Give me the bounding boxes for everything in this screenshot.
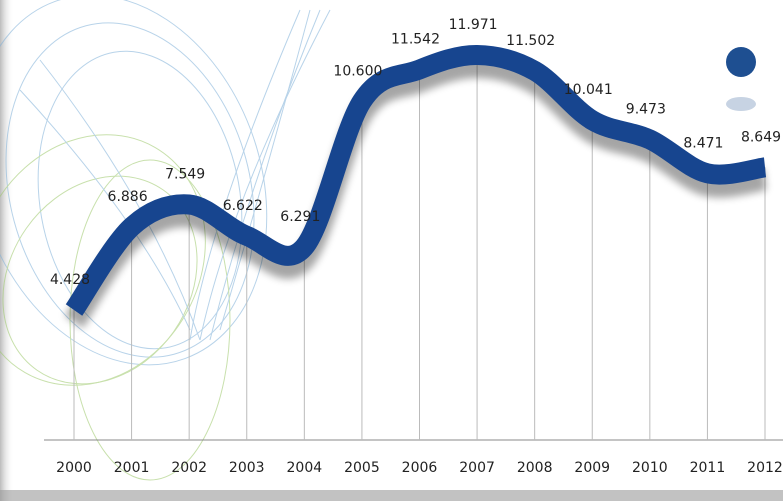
x-tick-label: 2006	[402, 460, 438, 476]
logo	[726, 47, 756, 111]
x-tick-label: 2009	[574, 460, 610, 476]
data-label: 10.041	[564, 82, 613, 98]
data-label: 11.971	[449, 17, 498, 33]
x-tick-label: 2007	[459, 460, 495, 476]
data-label: 8.471	[683, 135, 723, 151]
decor	[0, 0, 331, 481]
data-label: 11.542	[391, 32, 440, 48]
data-label: 11.502	[506, 33, 555, 49]
bottom-shade	[0, 490, 783, 501]
line	[65, 44, 767, 316]
x-tick-label: 2001	[114, 460, 150, 476]
data-label: 10.600	[333, 63, 382, 79]
x-tick-label: 2012	[747, 460, 783, 476]
data-label: 4.428	[50, 272, 90, 288]
data-label: 6.291	[280, 209, 320, 225]
data-label: 6.622	[223, 198, 263, 214]
x-tick-label: 2004	[287, 460, 323, 476]
x-tick-label: 2008	[517, 460, 553, 476]
x-tick-label: 2005	[344, 460, 380, 476]
x-tick-label: 2002	[171, 460, 207, 476]
x-tick-label: 2003	[229, 460, 265, 476]
data-label: 7.549	[165, 166, 205, 182]
data-label: 8.649	[741, 129, 781, 145]
data-label: 6.886	[108, 189, 148, 205]
left-shade	[0, 0, 14, 501]
x-tick-label: 2011	[690, 460, 726, 476]
x-tick-label: 2010	[632, 460, 668, 476]
line-shadow	[64, 56, 767, 329]
x-tick-label: 2000	[56, 460, 92, 476]
data-label: 9.473	[626, 101, 666, 117]
